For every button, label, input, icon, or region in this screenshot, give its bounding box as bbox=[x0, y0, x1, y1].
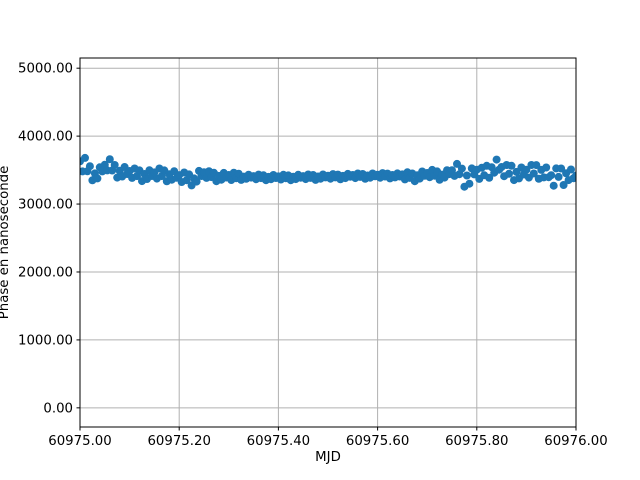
data-point bbox=[105, 155, 114, 164]
data-point bbox=[505, 169, 513, 178]
x-tick-label: 60975.40 bbox=[247, 434, 310, 449]
plot-frame bbox=[79, 57, 577, 428]
y-axis-label: Phase en nanoseconde bbox=[0, 166, 12, 320]
data-point bbox=[567, 165, 575, 174]
data-point bbox=[529, 169, 538, 178]
x-tick-label: 60975.20 bbox=[147, 434, 210, 449]
x-tick-label: 60975.80 bbox=[445, 434, 508, 449]
y-tick-label: 4000.00 bbox=[18, 130, 73, 145]
data-point bbox=[492, 155, 501, 164]
data-point bbox=[554, 172, 563, 181]
data-point bbox=[507, 161, 516, 170]
data-point bbox=[547, 171, 556, 180]
x-axis-label: MJD bbox=[315, 450, 341, 465]
data-point bbox=[93, 174, 102, 183]
data-point bbox=[532, 161, 541, 170]
data-point bbox=[542, 163, 551, 172]
y-tick-label: 5000.00 bbox=[18, 62, 73, 77]
data-point bbox=[81, 153, 89, 162]
x-tick-label: 60975.00 bbox=[48, 434, 111, 449]
y-tick-label: 1000.00 bbox=[18, 333, 73, 348]
data-point bbox=[457, 164, 466, 173]
data-point bbox=[557, 164, 566, 173]
data-point bbox=[465, 179, 474, 188]
y-tick-label: 0.00 bbox=[43, 401, 73, 416]
tick-layer bbox=[76, 67, 577, 431]
x-tick-label: 60975.60 bbox=[346, 434, 409, 449]
data-point bbox=[559, 181, 568, 189]
data-point bbox=[462, 171, 471, 180]
data-point bbox=[572, 171, 576, 180]
data-point bbox=[485, 173, 494, 182]
y-tick-label: 2000.00 bbox=[18, 265, 73, 280]
data-point bbox=[85, 162, 94, 171]
data-point bbox=[110, 161, 119, 169]
data-point bbox=[192, 177, 201, 186]
y-tick-label: 3000.00 bbox=[18, 198, 73, 213]
x-tick-label: 60976.00 bbox=[544, 434, 607, 449]
data-point bbox=[522, 165, 531, 174]
data-series-points bbox=[80, 153, 576, 191]
data-point bbox=[549, 181, 558, 190]
grid-layer bbox=[79, 58, 577, 427]
ticklabel-layer: 60975.00 60975.20 60975.40 60975.60 60975.80… bbox=[18, 62, 608, 449]
